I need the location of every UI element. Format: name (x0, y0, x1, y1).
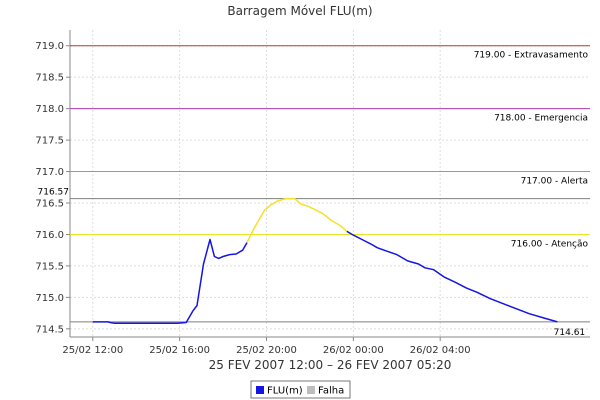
y-tick-label: 715.5 (35, 261, 64, 272)
threshold-label: 716.00 - Atenção (511, 239, 589, 249)
y-tick-label: 719.0 (35, 41, 64, 52)
reference-label-max: 716.57 (38, 188, 70, 198)
reference-label-current: 714.61 (554, 328, 586, 338)
y-tick-label: 715.0 (35, 293, 64, 304)
y-tick-label: 714.5 (35, 324, 64, 335)
legend-label: Falha (318, 386, 344, 397)
x-tick-label: 26/02 04:00 (410, 345, 471, 356)
y-tick-label: 717.5 (35, 136, 64, 147)
legend-swatch (307, 386, 315, 394)
series-line-3 (346, 230, 558, 323)
threshold-label: 719.00 - Extravasamento (474, 51, 589, 61)
x-tick-label: 25/02 12:00 (62, 345, 123, 356)
series-line-1 (92, 238, 248, 324)
x-tick-label: 25/02 16:00 (149, 345, 210, 356)
legend-box (250, 380, 351, 399)
legend-label: FLU(m) (267, 386, 303, 397)
y-tick-label: 716.0 (35, 230, 64, 241)
legend-swatch (256, 386, 264, 394)
y-tick-label: 718.5 (35, 73, 64, 84)
plot-area (70, 30, 590, 337)
y-tick-label: 716.5 (35, 199, 64, 210)
y-tick-label: 718.0 (35, 104, 64, 115)
x-tick-label: 26/02 00:00 (323, 345, 384, 356)
chart-title: Barragem Móvel FLU(m) (227, 4, 372, 18)
threshold-label: 717.00 - Alerta (521, 177, 588, 187)
x-tick-label: 25/02 20:00 (236, 345, 297, 356)
series-line-2 (246, 197, 348, 243)
threshold-label: 718.00 - Emergencia (494, 114, 588, 124)
y-tick-label: 717.0 (35, 167, 64, 178)
x-axis-label: 25 FEV 2007 12:00 – 26 FEV 2007 05:20 (209, 358, 452, 372)
